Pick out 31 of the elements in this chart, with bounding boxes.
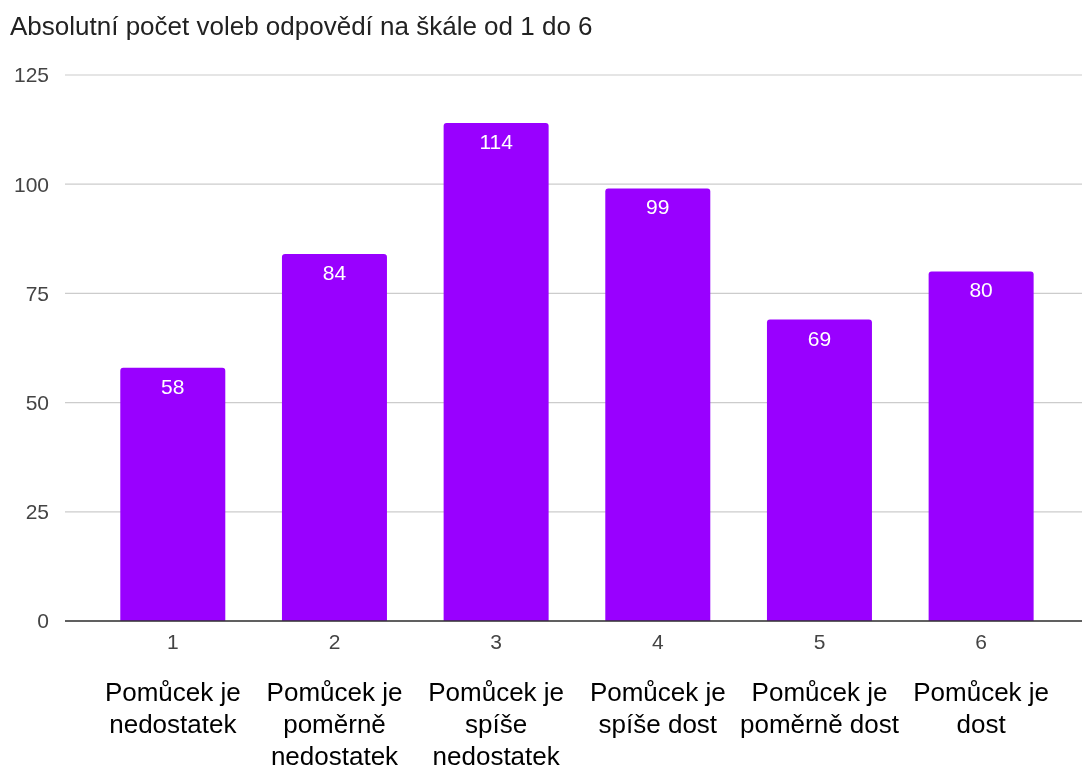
chart-title: Absolutní počet voleb odpovědí na škále od 1 do 6 [10, 11, 593, 42]
x-tick-label: 1 [166, 629, 179, 653]
data-label: 58 [161, 374, 185, 398]
y-tick-label: 75 [25, 281, 49, 305]
text: Pomůcek je spíše nedostatek [427, 676, 566, 772]
bar [928, 271, 1034, 621]
y-tick-label: 0 [37, 609, 49, 633]
x-tick-label: 3 [490, 629, 503, 653]
bar [766, 319, 872, 621]
x-tick-label: 5 [813, 629, 826, 653]
bar [281, 254, 387, 621]
text: Pomůcek je nedostatek [103, 676, 242, 740]
text: Pomůcek je dost [912, 676, 1051, 740]
x-tick-label: 6 [975, 629, 988, 653]
y-tick-label: 25 [25, 500, 49, 524]
x-tick-label: 4 [651, 629, 664, 653]
bar [120, 367, 226, 621]
text: Pomůcek je spíše dost [588, 676, 727, 740]
bar [443, 123, 549, 621]
y-tick-label: 50 [25, 391, 49, 415]
y-tick-label: 100 [13, 172, 49, 196]
data-label: 84 [322, 261, 347, 284]
data-label: 99 [646, 195, 670, 219]
y-tick-label: 125 [13, 63, 49, 87]
text: Pomůcek je poměrně nedostatek [265, 676, 404, 772]
data-label: 80 [969, 278, 993, 302]
text: Pomůcek je poměrně dost [739, 676, 900, 740]
data-label: 69 [807, 326, 832, 350]
x-tick-label: 2 [328, 629, 341, 653]
bar [605, 188, 711, 621]
data-label: 114 [479, 129, 514, 153]
